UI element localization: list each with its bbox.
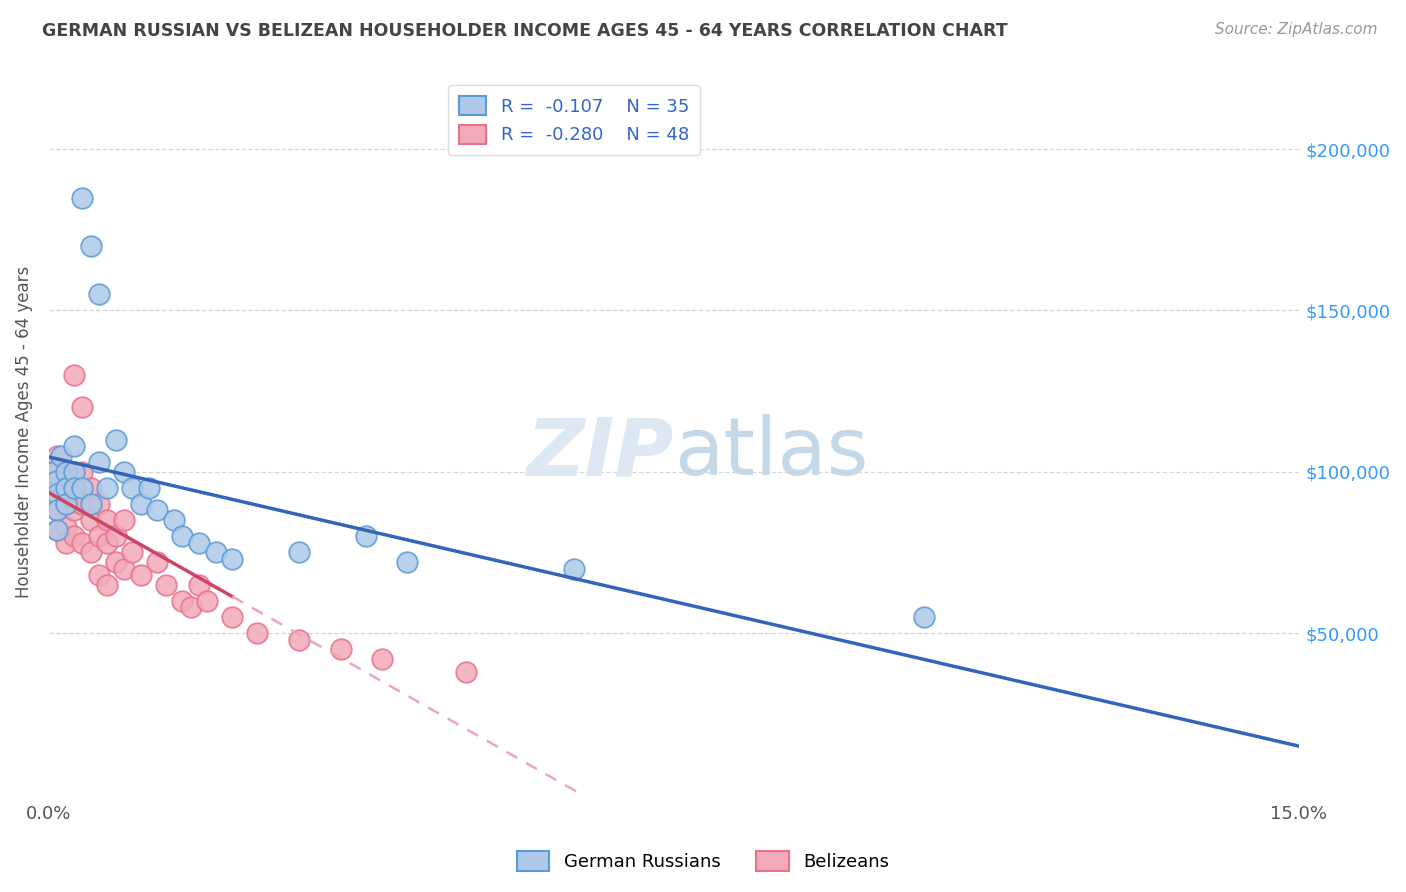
Point (121, 481, 143, 495)
Point (55, 465, 77, 479)
Point (79, 513, 101, 527)
Point (188, 577, 211, 591)
Point (55, 497, 77, 511)
Point (96, 535, 118, 549)
Point (195, 594, 218, 608)
Point (79, 497, 101, 511)
Point (79, 545, 101, 559)
Point (562, 561, 585, 575)
Point (121, 545, 143, 559)
Point (87, 568, 110, 582)
Point (46, 523, 69, 537)
Point (180, 600, 202, 615)
Point (146, 503, 169, 517)
Point (72, 465, 94, 479)
Point (112, 513, 135, 527)
Point (96, 481, 118, 495)
Point (42, 465, 65, 479)
Point (172, 594, 194, 608)
Point (138, 481, 160, 495)
Point (63, 368, 86, 382)
Point (55, 497, 77, 511)
Point (112, 465, 135, 479)
Point (912, 610, 935, 624)
Point (104, 529, 127, 543)
Point (46, 481, 69, 495)
Point (63, 465, 86, 479)
Point (221, 552, 243, 566)
Point (72, 190, 94, 204)
Point (288, 545, 311, 559)
Point (55, 519, 77, 533)
Point (55, 481, 77, 495)
Point (204, 545, 226, 559)
Point (454, 665, 477, 679)
Point (371, 652, 394, 666)
Point (72, 497, 94, 511)
Point (46, 503, 69, 517)
Point (42, 475, 65, 489)
Point (87, 497, 110, 511)
Text: Source: ZipAtlas.com: Source: ZipAtlas.com (1215, 22, 1378, 37)
Legend: R =  -0.107    N = 35, R =  -0.280    N = 48: R = -0.107 N = 35, R = -0.280 N = 48 (449, 85, 700, 155)
Text: GERMAN RUSSIAN VS BELIZEAN HOUSEHOLDER INCOME AGES 45 - 64 YEARS CORRELATION CHA: GERMAN RUSSIAN VS BELIZEAN HOUSEHOLDER I… (42, 22, 1008, 40)
Y-axis label: Householder Income Ages 45 - 64 years: Householder Income Ages 45 - 64 years (15, 265, 32, 598)
Point (354, 529, 377, 543)
Legend: German Russians, Belizeans: German Russians, Belizeans (509, 844, 897, 879)
Point (41, 465, 63, 479)
Point (46, 523, 69, 537)
Point (87, 455, 110, 469)
Point (46, 487, 69, 501)
Point (63, 465, 86, 479)
Point (155, 577, 177, 591)
Point (129, 568, 152, 582)
Point (163, 513, 186, 527)
Point (63, 503, 86, 517)
Point (288, 632, 311, 647)
Point (79, 481, 101, 495)
Point (72, 535, 94, 549)
Point (188, 535, 211, 549)
Point (104, 555, 127, 569)
Point (396, 555, 419, 569)
Point (221, 610, 243, 624)
Text: atlas: atlas (673, 414, 869, 492)
Point (246, 626, 269, 640)
Point (55, 535, 77, 549)
Point (46, 503, 69, 517)
Point (87, 529, 110, 543)
Point (96, 513, 118, 527)
Point (329, 642, 352, 657)
Point (172, 529, 194, 543)
Point (104, 433, 127, 447)
Text: ZIP: ZIP (527, 414, 673, 492)
Point (55, 465, 77, 479)
Point (63, 481, 86, 495)
Point (112, 561, 135, 575)
Point (146, 555, 169, 569)
Point (46, 465, 69, 479)
Point (129, 497, 152, 511)
Point (63, 481, 86, 495)
Point (72, 401, 94, 415)
Point (55, 481, 77, 495)
Point (87, 287, 110, 301)
Point (63, 529, 86, 543)
Point (96, 577, 118, 591)
Point (51, 449, 73, 463)
Point (45, 475, 67, 489)
Point (46, 449, 69, 463)
Point (72, 481, 94, 495)
Point (63, 439, 86, 453)
Point (79, 239, 101, 253)
